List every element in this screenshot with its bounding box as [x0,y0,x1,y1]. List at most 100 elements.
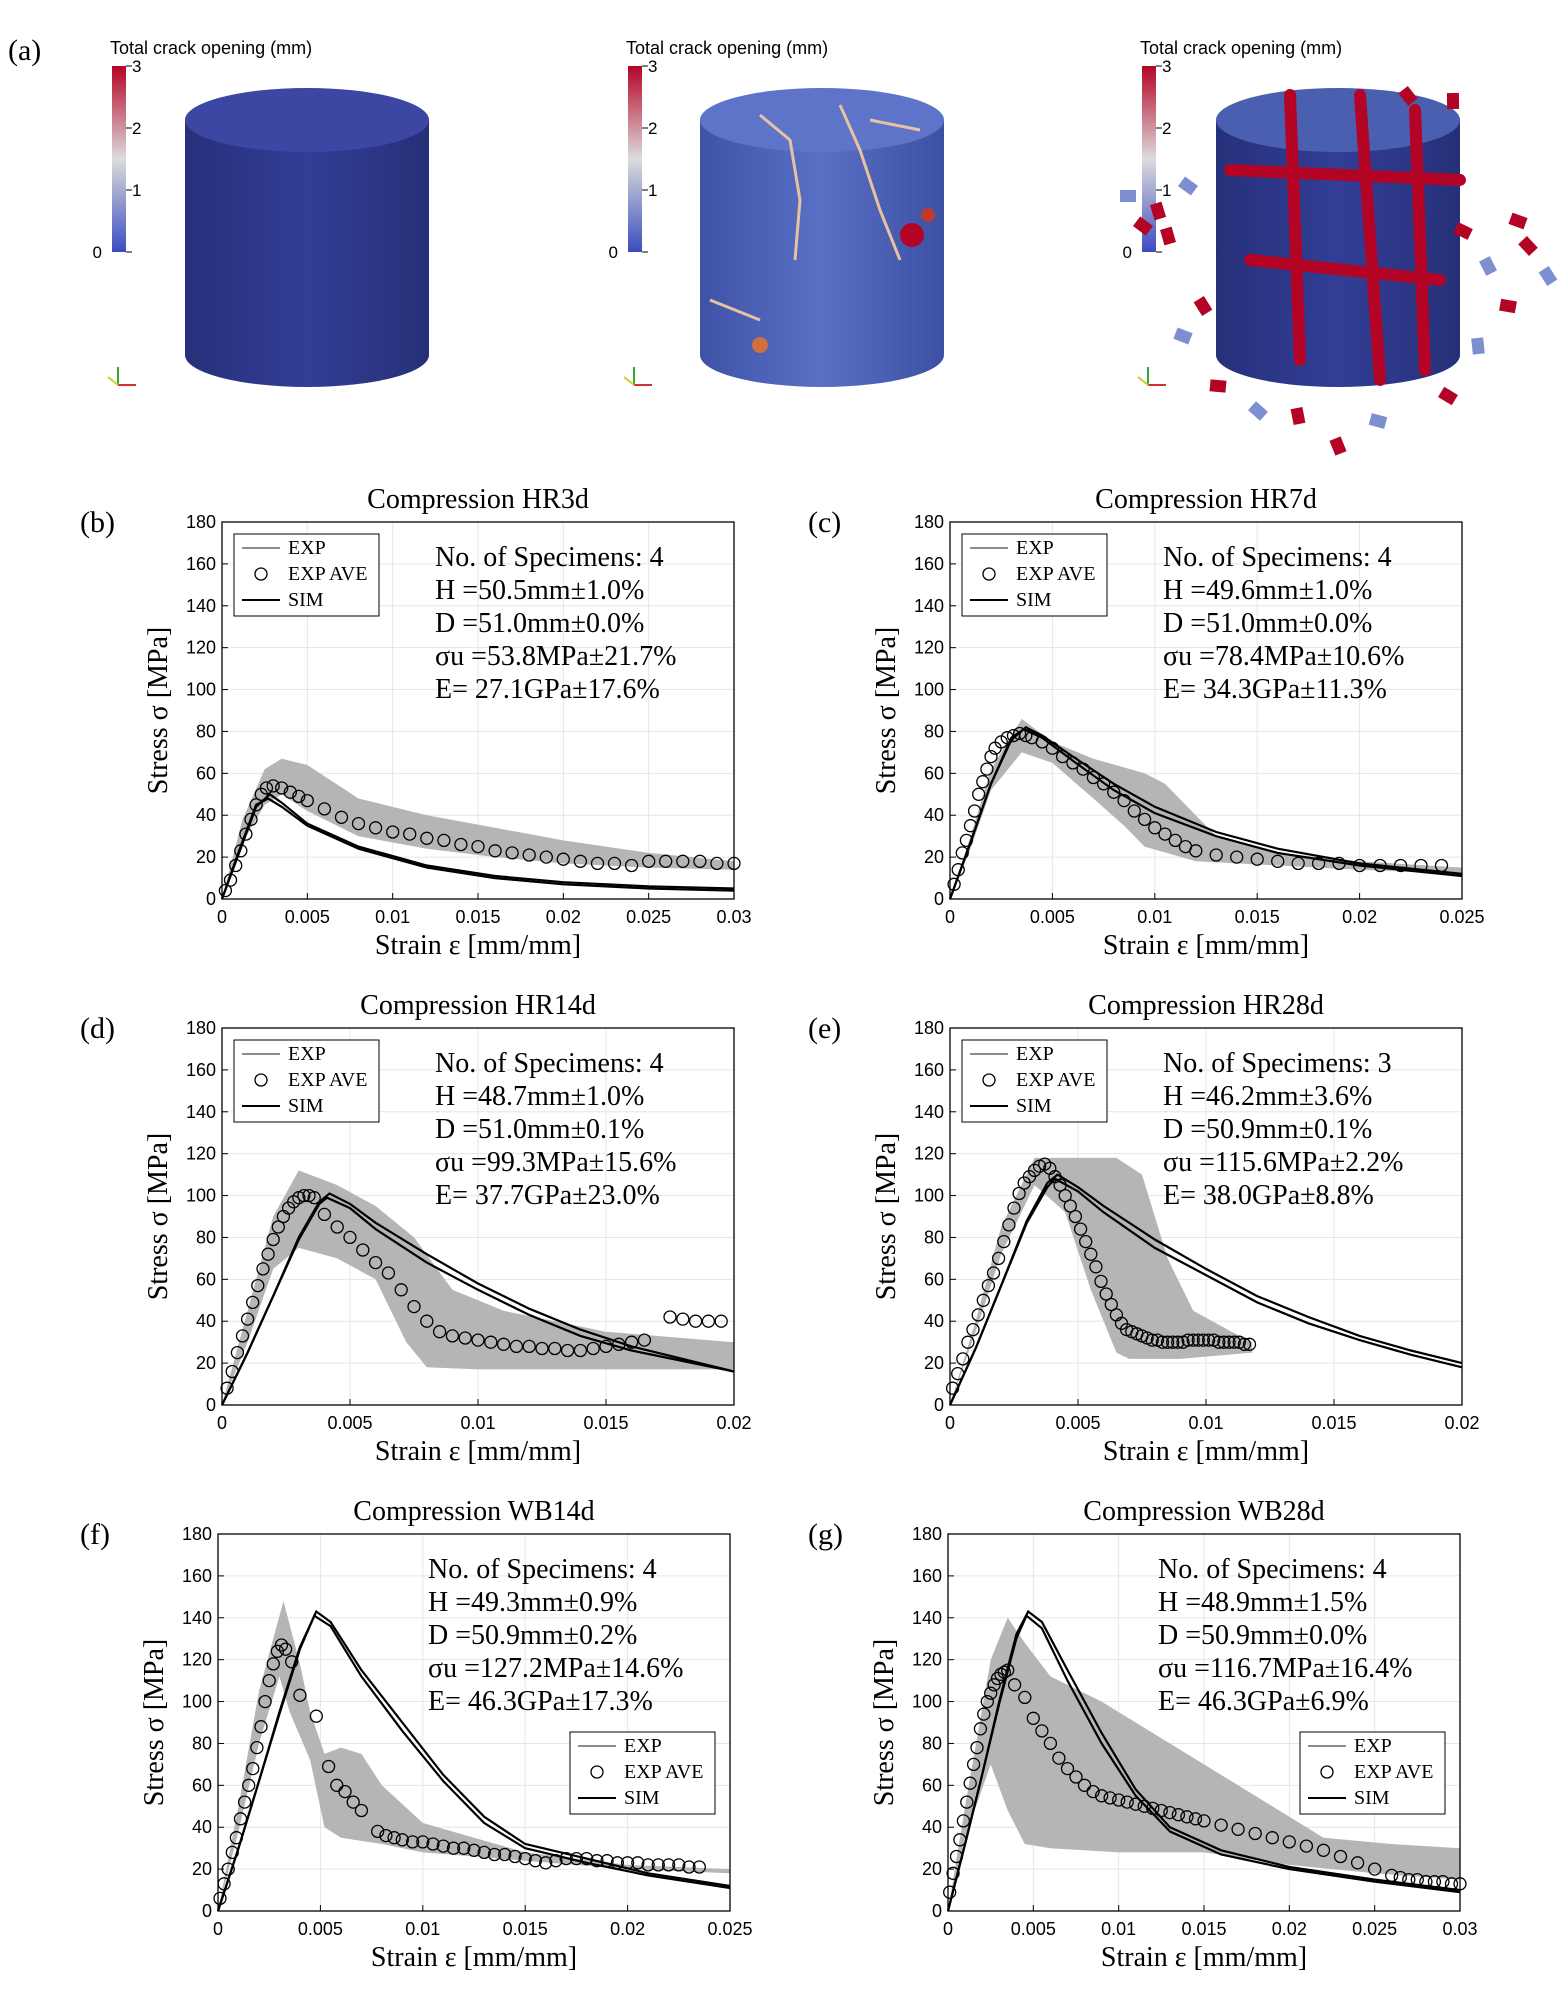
chart-grid: (b) Compression HR3d 0 0.005 0.01 0.015 0.02 0.… [80,484,1485,1973]
legend-label: SIM [1016,1095,1052,1117]
exp-ave-marker [960,1795,974,1809]
exp-ave-marker [676,854,690,868]
exp-range-band [222,1170,734,1405]
exp-ave-marker [246,1295,260,1310]
sim-series-line-2 [946,1613,1461,1912]
panel-letter: (d) [80,1012,115,1045]
exp-ave-marker [488,844,502,858]
exp-ave-marker [220,1381,234,1395]
exp-ave-marker [1393,1870,1407,1885]
exp-ave-marker [484,1335,498,1349]
plot-frame [949,521,1463,900]
exp-ave-marker [1434,858,1449,873]
y-tick-label: 100 [912,1692,942,1712]
cylinder-body [185,120,429,387]
x-tick-label: 0 [943,1919,953,1939]
exp-ave-marker [334,810,349,824]
x-tick-label: 0 [213,1919,223,1939]
exp-ave-marker [956,1352,970,1366]
y-tick-label: 80 [924,1227,944,1247]
exp-ave-marker [1352,858,1367,873]
x-tick-label: 0.01 [1137,907,1172,927]
exp-ave-marker [966,1322,980,1337]
annotation-line: No. of Specimens: 4 [435,1048,664,1079]
annotation-line: σu =116.7MPa±16.4% [1158,1653,1412,1684]
debris-fragment [1471,337,1485,355]
x-axis-label: Strain ε [mm/mm] [375,930,581,961]
exp-ave-marker [1145,1333,1159,1347]
exp-ave-marker [994,1667,1008,1681]
exp-ave-marker [1158,827,1172,841]
exp-ave-marker [1060,1761,1075,1776]
exp-ave-marker [458,1331,472,1345]
exp-ave-marker [498,1847,512,1862]
exp-ave-marker [266,1232,280,1247]
exp-ave-marker [971,1308,985,1322]
exp-ave-marker [518,1851,532,1866]
x-tick-label: 0.025 [707,1919,752,1939]
x-tick-label: 0.01 [375,907,410,927]
exp-ave-marker [661,1858,676,1872]
crack-line-2 [838,104,902,261]
x-tick-label: 0 [945,907,955,927]
y-tick-label: 140 [914,1102,944,1122]
exp-ave-marker [321,1759,336,1774]
legend-label: EXP AVE [1016,1069,1095,1091]
x-tick-label: 0.005 [1030,907,1075,927]
exp-ave-marker [278,1642,293,1656]
exp-ave-marker [1316,1843,1331,1857]
y-tick-label: 80 [924,721,944,741]
exp-ave-marker [509,1339,524,1354]
exp-ave-marker [528,1854,543,1868]
crack-fragment [752,337,768,353]
exp-ave-marker [1368,1862,1382,1876]
x-tick-label: 0.02 [1342,907,1377,927]
exp-ave-marker [976,1293,990,1307]
exp-ave-marker [986,1266,1001,1280]
exp-ave-marker [688,1314,703,1328]
exp-ave-marker [977,1707,991,1721]
exp-ave-marker [487,1847,502,1862]
exp-ave-marker [235,1329,250,1343]
exp-ave-marker [1076,762,1090,776]
exp-ave-marker [250,1740,264,1755]
y-tick-label: 60 [192,1775,212,1795]
exp-ave-marker [1079,1234,1093,1249]
exp-ave-marker [1265,1831,1279,1845]
legend-swatch-exp-ave [982,567,996,581]
x-tick-label: 0 [217,1413,227,1433]
exp-ave-marker [1129,1797,1143,1811]
legend-label: EXP [288,537,326,559]
exp-ave-marker [963,819,978,833]
colorbar [628,66,642,252]
x-tick-label: 0.01 [460,1413,495,1433]
exp-ave-marker [496,1337,511,1351]
x-tick-label: 0.015 [1181,1919,1226,1939]
exp-ave-marker [1214,1818,1228,1832]
y-tick-label: 100 [914,680,944,700]
exp-ave-marker [1117,793,1131,808]
exp-ave-marker [556,852,570,866]
x-tick-label: 0.005 [285,907,330,927]
legend-swatch-exp-ave [1320,1765,1334,1779]
colorbar-tick-label: 1 [132,181,141,200]
exp-ave-marker [1222,1335,1236,1349]
exp-ave-marker [1181,1333,1195,1347]
y-tick-label: 180 [912,1524,942,1544]
exp-ave-marker [1160,1335,1175,1349]
exp-ave-marker [330,1778,344,1792]
exp-ave-marker [407,1299,421,1314]
annotation-line: σu =78.4MPa±10.6% [1163,641,1404,672]
x-tick-label: 0 [945,1413,955,1433]
colorbar-tick-label: 0 [609,243,618,262]
exp-ave-marker [610,1856,625,1870]
y-axis-label: Stress σ [MPa] [143,627,174,795]
exp-ave-marker [381,1266,396,1280]
exp-ave-marker [1333,1849,1348,1864]
exp-ave-marker [1227,1335,1241,1349]
exp-ave-marker [1094,1789,1109,1803]
y-tick-label: 100 [182,1692,212,1712]
exp-ave-marker [1000,731,1014,745]
crack-line-1 [759,113,802,261]
exp-ave-marker [1250,852,1264,866]
